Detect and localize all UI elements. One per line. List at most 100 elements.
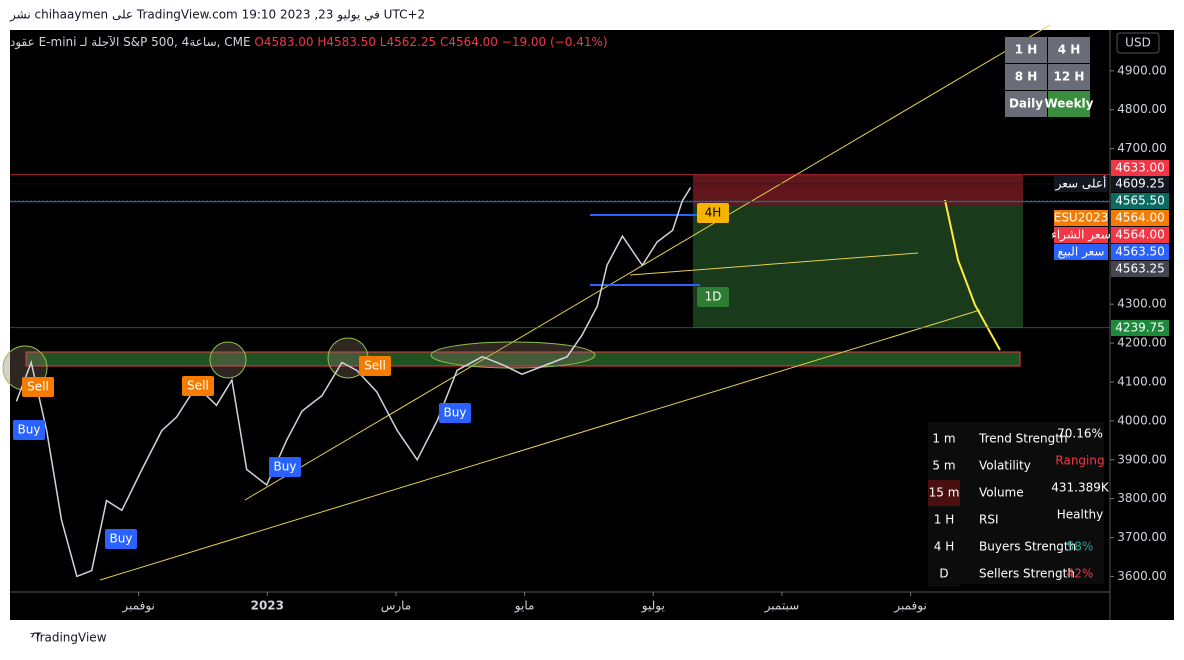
dash-label: Trend Strength [978, 432, 1068, 446]
pivot [209, 341, 247, 379]
price-tag [1111, 261, 1169, 277]
dash-tf-cell [928, 534, 960, 560]
timeframe-label[interactable]: 4 H [1058, 43, 1081, 57]
price-line [15, 187, 692, 578]
y-tick-label: 4700.00 [1117, 141, 1167, 155]
symbol: عقود E-mini الآجلة لـ S&P 500, 4ساعة, CM… [10, 35, 608, 50]
close: C4564.00 [440, 35, 498, 49]
timeframe-label[interactable]: Weekly [1044, 97, 1093, 111]
timeframe-button[interactable] [1048, 64, 1090, 90]
timeframe-label[interactable]: 12 H [1054, 70, 1085, 84]
price-tag-label: 4563.50 [1115, 245, 1165, 259]
dash-tf: 15 m [929, 486, 960, 500]
x-tick-label: مايو [514, 599, 535, 614]
x-tick-label: نوفمبر [121, 599, 154, 614]
price-tag [1111, 193, 1169, 209]
pivot [430, 341, 596, 369]
green-zone [693, 205, 1023, 328]
price-tag-label: 4633.00 [1115, 161, 1165, 175]
dash-tf: 5 m [932, 459, 955, 473]
published: نشر chihaaymen على TradingView.com في يو… [9, 8, 425, 23]
tag-name-box [1054, 227, 1108, 243]
low: L4562.25 [380, 35, 436, 49]
dash-value: Healthy [1057, 508, 1104, 522]
trendline [629, 252, 919, 276]
signal-box [697, 287, 729, 307]
signal-box [439, 403, 471, 423]
timeframe-button[interactable] [1005, 64, 1047, 90]
price-tag-label: 4565.50 [1115, 194, 1165, 208]
y-tick-label: 4200.00 [1117, 336, 1167, 350]
timeframe-button[interactable] [1048, 91, 1090, 117]
signal: Sell [187, 379, 209, 393]
dash-value: Ranging [1055, 454, 1104, 468]
dash-tf-cell [928, 561, 960, 587]
price-tag [1111, 244, 1169, 260]
currency-box[interactable] [1116, 32, 1160, 54]
tag-name-box [1054, 176, 1108, 192]
price-tag-label: 4563.25 [1115, 262, 1165, 276]
signal: Buy [18, 423, 41, 437]
trendline [99, 309, 981, 581]
y-tick-label: 3900.00 [1117, 452, 1167, 466]
dash-value: 58% [1067, 540, 1094, 554]
y-tick-label: 4300.00 [1117, 297, 1167, 311]
trendline [244, 24, 1051, 501]
dash-tf: 1 m [932, 432, 955, 446]
x-tick-label: يوليو [641, 599, 665, 614]
y-tick-label: 3600.00 [1117, 569, 1167, 583]
support-zone [25, 351, 1021, 367]
signal: 1D [705, 290, 722, 304]
price-tag-label: 4564.00 [1115, 228, 1165, 242]
y-tick-label: 3700.00 [1117, 530, 1167, 544]
tag-name: ESU2023 [1054, 211, 1109, 225]
timeframe-button[interactable] [1005, 37, 1047, 63]
dash-tf-cell [928, 453, 960, 479]
y-tick-label: 4000.00 [1117, 413, 1167, 427]
price-tag [1111, 176, 1169, 192]
price-tag [1111, 210, 1169, 226]
dash-value: 70.16% [1057, 427, 1103, 441]
dash-tf-cell [928, 480, 960, 506]
price-tag-label: 4239.75 [1115, 321, 1165, 335]
timeframe-label[interactable]: 1 H [1015, 43, 1038, 57]
red-zone [693, 175, 1023, 205]
tag-name: أعلى سعر [1055, 176, 1107, 192]
signal-box [359, 356, 391, 376]
timeframe-label[interactable]: 8 H [1015, 70, 1038, 84]
timeframe-button[interactable] [1005, 91, 1047, 117]
x-tick-label: سبتمبر [764, 599, 799, 614]
dash-tf-cell [928, 426, 960, 452]
dash-value: 431.389K [1051, 481, 1110, 495]
currency[interactable]: USD [1125, 36, 1151, 50]
x-tick-label: نوفمبر [893, 599, 926, 614]
price-tag [1111, 320, 1169, 336]
price-tag [1111, 160, 1169, 176]
dash-tf-cell [928, 507, 960, 533]
timeframe-button[interactable] [1048, 37, 1090, 63]
price-tag [1111, 227, 1169, 243]
x-tick-label: مارس [381, 599, 412, 614]
tag-name-box [1054, 244, 1108, 260]
signal: Buy [110, 532, 133, 546]
dash-label: RSI [979, 513, 999, 527]
timeframe-label[interactable]: Daily [1009, 97, 1043, 111]
signal-box [182, 376, 214, 396]
signal-box [269, 457, 301, 477]
y-tick-label: 3800.00 [1117, 491, 1167, 505]
change: −19.00 (−0.41%) [502, 35, 608, 49]
price-tag-label: 4564.00 [1115, 211, 1165, 225]
signal-box [22, 377, 54, 397]
signal: Buy [274, 460, 297, 474]
footer: TradingView [33, 631, 107, 645]
tag-name-box [1054, 210, 1108, 226]
x-tick-label: 2023 [251, 599, 284, 613]
dash-label: Volatility [979, 459, 1031, 473]
tag-name: سعر الشراء [1051, 228, 1111, 243]
y-tick-label: 4800.00 [1117, 102, 1167, 116]
signal-box [697, 203, 729, 223]
signal-box [13, 420, 45, 440]
